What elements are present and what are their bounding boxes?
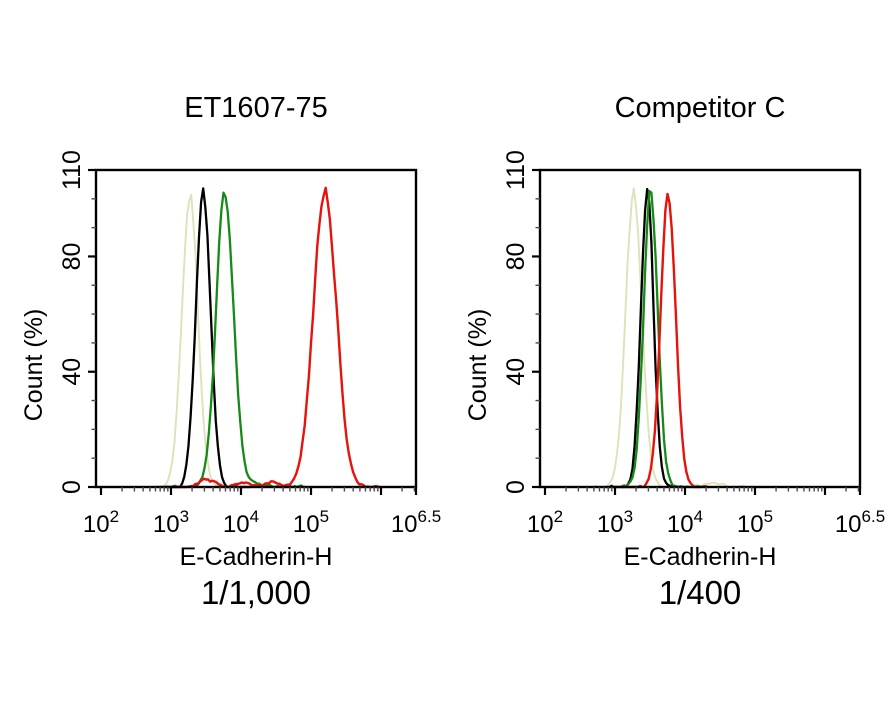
axes: 102 103 104 105 106.5 0 40 80 110 xyxy=(58,150,441,538)
dilution-label: 1/400 xyxy=(659,574,742,611)
x-tick-label: 104 xyxy=(223,507,259,538)
x-tick-label: 103 xyxy=(153,507,189,538)
x-axis-label: E-Cadherin-H xyxy=(624,543,777,571)
y-tick-label: 110 xyxy=(502,150,530,190)
flow-histogram-right: 102 103 104 105 106.5 0 40 80 110 Competitor C C… xyxy=(464,92,885,611)
curve-light-green-control xyxy=(591,187,748,488)
y-tick-label: 80 xyxy=(502,243,530,271)
x-tick-label: 106.5 xyxy=(835,507,885,538)
x-tick-label: 105 xyxy=(737,507,773,538)
histogram-curves xyxy=(591,187,748,489)
histogram-curves xyxy=(148,186,381,489)
flow-histogram-left: 102 103 104 105 106.5 0 40 80 110 ET1607-75 Coun… xyxy=(20,92,441,611)
x-tick-label: 106.5 xyxy=(391,507,441,538)
y-tick-label: 110 xyxy=(58,150,86,190)
x-tick-label: 102 xyxy=(83,507,119,538)
curve-light-green-control xyxy=(148,193,258,488)
y-tick-label: 0 xyxy=(58,480,86,494)
chart-title: ET1607-75 xyxy=(184,92,328,124)
dilution-label: 1/1,000 xyxy=(201,574,311,611)
y-tick-label: 80 xyxy=(58,243,86,271)
x-tick-label: 103 xyxy=(597,507,633,538)
y-tick-label: 40 xyxy=(502,358,530,386)
x-axis-label: E-Cadherin-H xyxy=(180,543,333,571)
y-tick-label: 40 xyxy=(58,358,86,386)
plot-frame xyxy=(538,168,862,489)
x-tick-label: 105 xyxy=(293,507,329,538)
panel-et1607-75: 102 103 104 105 106.5 0 40 80 110 ET1607-75 Coun… xyxy=(20,92,441,611)
panel-competitor-c: 102 103 104 105 106.5 0 40 80 110 Competitor C C… xyxy=(444,0,888,710)
y-tick-label: 0 xyxy=(502,480,530,494)
y-axis-label: Count (%) xyxy=(20,309,48,422)
x-tick-label: 102 xyxy=(527,507,563,538)
y-axis-label: Count (%) xyxy=(464,309,492,422)
curve-dark-green-control xyxy=(159,191,308,489)
x-tick-label: 104 xyxy=(667,507,703,538)
plot-frame xyxy=(94,168,418,489)
curve-red-antibody xyxy=(171,186,381,489)
axes: 102 103 104 105 106.5 0 40 80 110 xyxy=(502,150,885,538)
chart-title: Competitor C xyxy=(615,92,786,124)
